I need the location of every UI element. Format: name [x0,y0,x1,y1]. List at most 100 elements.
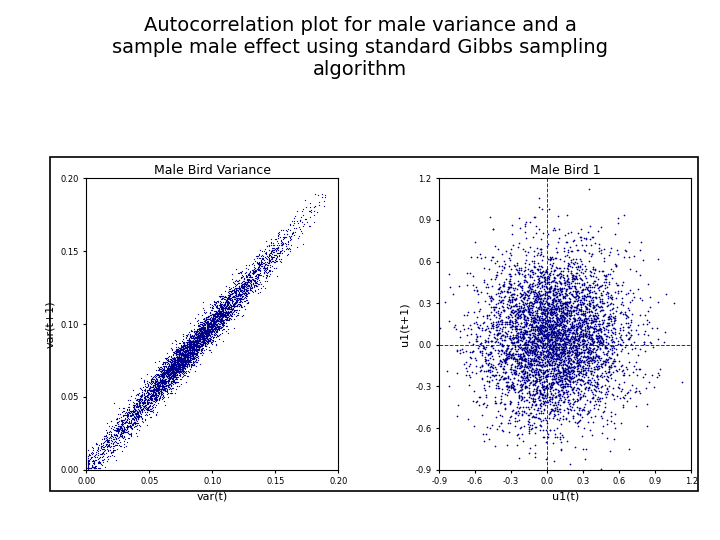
Y-axis label: var(t+1): var(t+1) [45,300,55,348]
Point [117,410,129,419]
Point [595,325,607,334]
Point [548,342,559,351]
Point [568,366,580,375]
Point [532,328,544,337]
Point [135,403,147,412]
Point [544,286,556,295]
Point [164,362,176,371]
Point [509,317,521,326]
Point [135,402,146,411]
Point [479,399,490,407]
Point [668,299,680,307]
Point [239,268,251,277]
Point [567,332,578,341]
Point [549,307,560,316]
Point [176,343,188,352]
Point [498,306,510,314]
Point [536,321,548,330]
Point [223,284,235,293]
Point [496,301,508,310]
Point [540,305,552,313]
Point [536,334,547,343]
Point [235,287,246,296]
Point [100,435,112,444]
Point [579,330,590,339]
Point [510,367,522,376]
Point [568,311,580,320]
Point [189,347,200,356]
Point [585,288,596,296]
Point [153,362,164,371]
Point [491,326,503,334]
Point [161,372,172,381]
Point [531,325,542,333]
Point [138,390,150,399]
Point [161,355,173,364]
Point [569,334,580,343]
Point [476,375,487,383]
Point [563,299,575,307]
Point [523,417,535,426]
Point [204,312,215,320]
Point [203,324,215,333]
Point [563,355,575,364]
Point [544,315,555,324]
Point [196,348,207,357]
Point [555,372,567,380]
Point [230,288,242,296]
Point [520,340,531,348]
Point [212,314,223,323]
Point [218,303,230,312]
Point [582,347,594,355]
Point [185,347,197,356]
Point [123,417,135,426]
Point [180,350,192,359]
Point [233,300,244,308]
Point [117,408,128,416]
Point [536,303,547,312]
Point [166,365,178,374]
Point [529,347,541,355]
Point [174,360,186,368]
Point [607,359,618,367]
Point [168,364,180,373]
Point [274,251,285,260]
Point [554,334,566,343]
Point [89,457,100,465]
Point [167,347,179,356]
Point [518,334,530,342]
Point [234,295,246,303]
Point [611,302,623,311]
Point [177,332,189,341]
Point [602,326,613,335]
Point [210,323,222,332]
Point [535,338,546,346]
Point [553,353,564,362]
Point [240,280,251,289]
Point [217,309,229,318]
Point [611,392,623,400]
Point [191,338,202,347]
Point [157,373,168,381]
Point [204,336,215,345]
Point [219,308,230,317]
Point [584,344,595,353]
Point [240,293,251,302]
Point [196,336,207,345]
Point [235,289,246,298]
Point [265,251,276,260]
Point [190,346,202,355]
Point [542,357,554,366]
Point [259,253,271,261]
Point [174,360,186,368]
Point [218,319,230,327]
Point [113,433,125,441]
Point [143,398,155,407]
Point [155,384,166,393]
Point [166,369,177,377]
Point [231,300,243,309]
Point [163,383,175,391]
Point [549,337,561,346]
Point [565,334,577,342]
Point [601,372,613,380]
